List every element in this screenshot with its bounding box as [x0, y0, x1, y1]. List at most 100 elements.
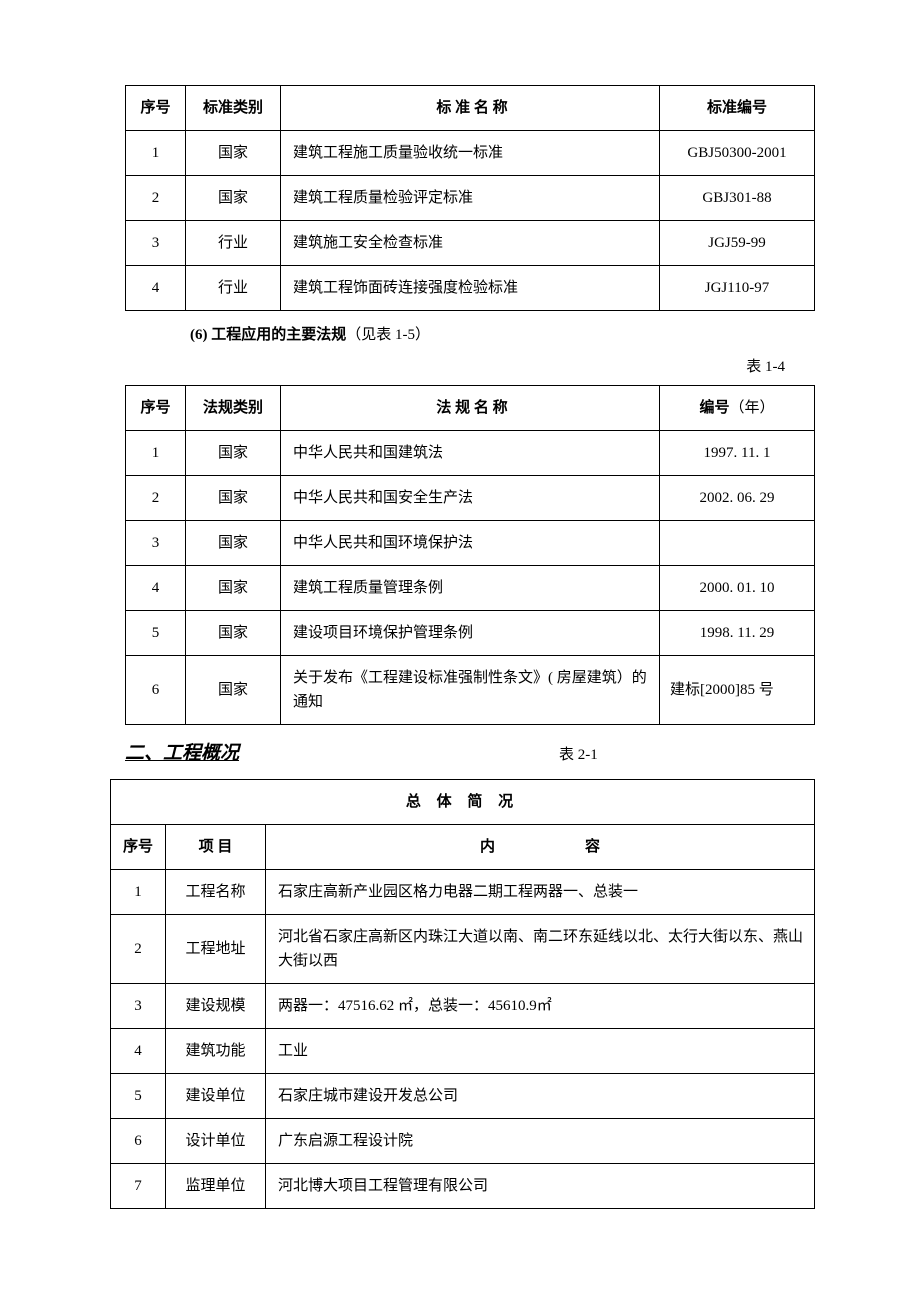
table-row: 2 工程地址 河北省石家庄高新区内珠江大道以南、南二环东延线以北、太行大街以东、… [111, 915, 815, 984]
cell-seq: 3 [111, 984, 166, 1029]
cell-item: 工程名称 [166, 870, 266, 915]
table-row: 2 国家 中华人民共和国安全生产法 2002. 06. 29 [126, 476, 815, 521]
cell-content: 工业 [266, 1029, 815, 1074]
cell-name: 中华人民共和国安全生产法 [281, 476, 660, 521]
table-row: 3 国家 中华人民共和国环境保护法 [126, 521, 815, 566]
cell-item: 建设单位 [166, 1074, 266, 1119]
table-title: 总 体 简 况 [111, 780, 815, 825]
header-seq: 序号 [126, 386, 186, 431]
header-seq: 序号 [111, 825, 166, 870]
table-row: 3 行业 建筑施工安全检查标准 JGJ59-99 [126, 221, 815, 266]
cell-code: JGJ110-97 [660, 266, 815, 311]
table-row: 5 建设单位 石家庄城市建设开发总公司 [111, 1074, 815, 1119]
cell-seq: 1 [111, 870, 166, 915]
cell-type: 国家 [186, 131, 281, 176]
cell-seq: 2 [126, 476, 186, 521]
section-2-title: 二、工程概况 [125, 739, 239, 769]
header-content-char2: 容 [585, 839, 600, 855]
caption-light: （见表 1-5） [346, 327, 430, 343]
header-type: 标准类别 [186, 86, 281, 131]
table-header-row: 序号 法规类别 法 规 名 称 编号（年） [126, 386, 815, 431]
cell-seq: 4 [126, 266, 186, 311]
cell-name: 建筑工程施工质量验收统一标准 [281, 131, 660, 176]
cell-type: 国家 [186, 476, 281, 521]
cell-name: 建筑施工安全检查标准 [281, 221, 660, 266]
standards-table: 序号 标准类别 标 准 名 称 标准编号 1 国家 建筑工程施工质量验收统一标准… [125, 85, 815, 311]
cell-code: 2002. 06. 29 [660, 476, 815, 521]
cell-code: 1998. 11. 29 [660, 611, 815, 656]
cell-name: 中华人民共和国环境保护法 [281, 521, 660, 566]
cell-type: 国家 [186, 176, 281, 221]
table-header-row: 序号 标准类别 标 准 名 称 标准编号 [126, 86, 815, 131]
cell-name: 建筑工程饰面砖连接强度检验标准 [281, 266, 660, 311]
cell-type: 国家 [186, 521, 281, 566]
header-type: 法规类别 [186, 386, 281, 431]
table-row: 6 国家 关于发布《工程建设标准强制性条文》( 房屋建筑）的通知 建标[2000… [126, 656, 815, 725]
header-code: 编号（年） [660, 386, 815, 431]
table-row: 2 国家 建筑工程质量检验评定标准 GBJ301-88 [126, 176, 815, 221]
cell-name: 建筑工程质量检验评定标准 [281, 176, 660, 221]
cell-item: 监理单位 [166, 1164, 266, 1209]
table-row: 6 设计单位 广东启源工程设计院 [111, 1119, 815, 1164]
cell-seq: 5 [111, 1074, 166, 1119]
cell-code: GBJ50300-2001 [660, 131, 815, 176]
table-row: 1 国家 中华人民共和国建筑法 1997. 11. 1 [126, 431, 815, 476]
table-row: 4 行业 建筑工程饰面砖连接强度检验标准 JGJ110-97 [126, 266, 815, 311]
cell-code: 建标[2000]85 号 [660, 656, 815, 725]
header-name: 标 准 名 称 [281, 86, 660, 131]
table-row: 7 监理单位 河北博大项目工程管理有限公司 [111, 1164, 815, 1209]
cell-item: 建设规模 [166, 984, 266, 1029]
cell-code [660, 521, 815, 566]
header-item: 项 目 [166, 825, 266, 870]
cell-code: 2000. 01. 10 [660, 566, 815, 611]
header-name: 法 规 名 称 [281, 386, 660, 431]
cell-seq: 2 [126, 176, 186, 221]
cell-code: JGJ59-99 [660, 221, 815, 266]
cell-content: 两器一：47516.62 ㎡，总装一：45610.9㎡ [266, 984, 815, 1029]
cell-type: 行业 [186, 266, 281, 311]
cell-name: 中华人民共和国建筑法 [281, 431, 660, 476]
cell-content: 河北博大项目工程管理有限公司 [266, 1164, 815, 1209]
header-code-prefix: 编号 [699, 400, 729, 416]
cell-type: 国家 [186, 656, 281, 725]
cell-code: 1997. 11. 1 [660, 431, 815, 476]
cell-name: 建筑工程质量管理条例 [281, 566, 660, 611]
table-row: 1 国家 建筑工程施工质量验收统一标准 GBJ50300-2001 [126, 131, 815, 176]
cell-seq: 6 [126, 656, 186, 725]
cell-type: 国家 [186, 611, 281, 656]
section-2-heading: 二、工程概况 表 2-1 [125, 739, 815, 769]
header-code-suffix: （年） [730, 400, 775, 416]
cell-name: 关于发布《工程建设标准强制性条文》( 房屋建筑）的通知 [281, 656, 660, 725]
cell-seq: 7 [111, 1164, 166, 1209]
cell-seq: 3 [126, 221, 186, 266]
cell-seq: 5 [126, 611, 186, 656]
caption-bold: (6) 工程应用的主要法规 [190, 327, 346, 343]
cell-seq: 1 [126, 431, 186, 476]
cell-content: 石家庄城市建设开发总公司 [266, 1074, 815, 1119]
table-row: 5 国家 建设项目环境保护管理条例 1998. 11. 29 [126, 611, 815, 656]
cell-seq: 4 [111, 1029, 166, 1074]
cell-name: 建设项目环境保护管理条例 [281, 611, 660, 656]
table-row: 1 工程名称 石家庄高新产业园区格力电器二期工程两器一、总装一 [111, 870, 815, 915]
table-label-1-4: 表 1-4 [125, 355, 815, 379]
table-title-row: 总 体 简 况 [111, 780, 815, 825]
table-header-row: 序号 项 目 内容 [111, 825, 815, 870]
cell-content: 石家庄高新产业园区格力电器二期工程两器一、总装一 [266, 870, 815, 915]
project-overview-table: 总 体 简 况 序号 项 目 内容 1 工程名称 石家庄高新产业园区格力电器二期… [110, 779, 815, 1209]
section-2-table-label: 表 2-1 [559, 743, 598, 767]
cell-type: 国家 [186, 566, 281, 611]
cell-item: 建筑功能 [166, 1029, 266, 1074]
cell-type: 国家 [186, 431, 281, 476]
table-row: 4 国家 建筑工程质量管理条例 2000. 01. 10 [126, 566, 815, 611]
table-row: 4 建筑功能 工业 [111, 1029, 815, 1074]
regulations-table: 序号 法规类别 法 规 名 称 编号（年） 1 国家 中华人民共和国建筑法 19… [125, 385, 815, 725]
cell-item: 工程地址 [166, 915, 266, 984]
regulations-caption: (6) 工程应用的主要法规（见表 1-5） [190, 323, 815, 347]
cell-seq: 3 [126, 521, 186, 566]
header-code: 标准编号 [660, 86, 815, 131]
cell-seq: 1 [126, 131, 186, 176]
cell-seq: 4 [126, 566, 186, 611]
table-row: 3 建设规模 两器一：47516.62 ㎡，总装一：45610.9㎡ [111, 984, 815, 1029]
cell-type: 行业 [186, 221, 281, 266]
cell-item: 设计单位 [166, 1119, 266, 1164]
